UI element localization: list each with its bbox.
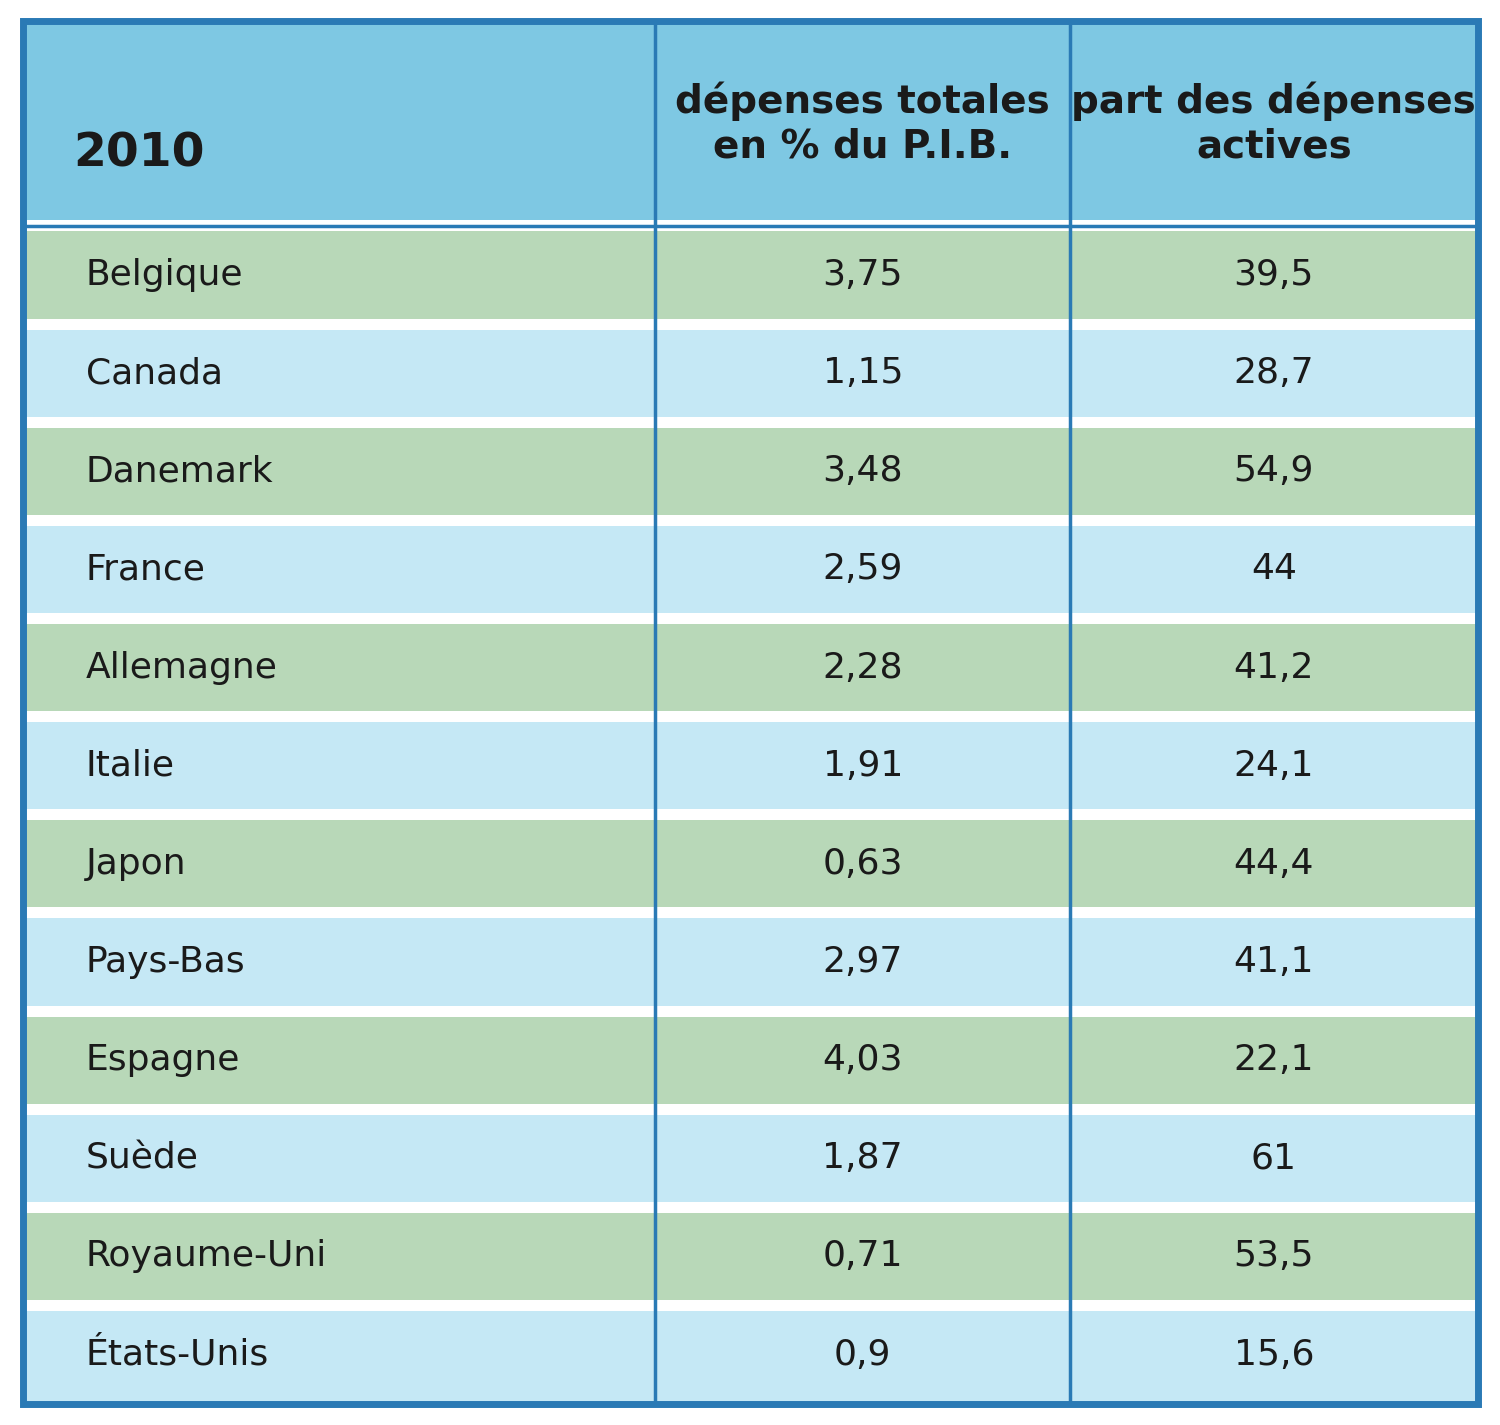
Bar — [656, 815, 1070, 913]
Bar — [22, 1006, 1478, 1016]
Bar — [1070, 618, 1478, 717]
Bar — [22, 913, 656, 1012]
Bar — [22, 815, 656, 913]
Text: 4,03: 4,03 — [822, 1043, 903, 1077]
Bar — [22, 1104, 1478, 1114]
Text: 41,2: 41,2 — [1233, 651, 1314, 684]
Bar — [1070, 717, 1478, 815]
Text: 39,5: 39,5 — [1233, 258, 1314, 292]
Text: 15,6: 15,6 — [1233, 1338, 1314, 1371]
Text: 53,5: 53,5 — [1233, 1240, 1314, 1274]
Bar — [22, 908, 1478, 919]
Text: 44,4: 44,4 — [1233, 846, 1314, 881]
Text: 1,15: 1,15 — [822, 356, 903, 390]
Bar — [22, 520, 656, 618]
Text: 54,9: 54,9 — [1233, 455, 1314, 489]
Bar — [1070, 1012, 1478, 1109]
Bar — [1070, 323, 1478, 422]
Text: 1,87: 1,87 — [822, 1141, 903, 1176]
Text: 44: 44 — [1251, 553, 1298, 587]
Text: 2,28: 2,28 — [822, 651, 903, 684]
Bar — [22, 809, 1478, 821]
Bar — [656, 1109, 1070, 1207]
Bar — [656, 323, 1070, 422]
Text: Canada: Canada — [86, 356, 224, 390]
Text: dépenses totales
en % du P.I.B.: dépenses totales en % du P.I.B. — [675, 81, 1050, 165]
Text: 22,1: 22,1 — [1233, 1043, 1314, 1077]
Text: 28,7: 28,7 — [1233, 356, 1314, 390]
Bar — [22, 514, 1478, 526]
Text: 2010: 2010 — [74, 133, 204, 177]
Bar — [22, 221, 1478, 231]
Bar — [22, 618, 656, 717]
Bar — [1070, 422, 1478, 520]
Bar — [22, 319, 1478, 329]
Text: Italie: Italie — [86, 748, 176, 782]
Text: Danemark: Danemark — [86, 455, 273, 489]
Bar — [1070, 1109, 1478, 1207]
Bar — [656, 913, 1070, 1012]
Bar — [656, 1012, 1070, 1109]
Bar — [22, 422, 656, 520]
Text: France: France — [86, 553, 206, 587]
Text: Belgique: Belgique — [86, 258, 243, 292]
Text: 24,1: 24,1 — [1233, 748, 1314, 782]
Text: Pays-Bas: Pays-Bas — [86, 945, 246, 979]
Bar — [22, 1109, 656, 1207]
Text: Suède: Suède — [86, 1141, 198, 1176]
Text: 3,48: 3,48 — [822, 455, 903, 489]
Text: part des dépenses
actives: part des dépenses actives — [1071, 81, 1476, 165]
Bar — [22, 323, 656, 422]
Bar — [22, 21, 1478, 227]
Text: 0,71: 0,71 — [822, 1240, 903, 1274]
Text: 2,59: 2,59 — [822, 553, 903, 587]
Bar — [1070, 815, 1478, 913]
Text: Espagne: Espagne — [86, 1043, 240, 1077]
Text: 1,91: 1,91 — [822, 748, 903, 782]
Text: 3,75: 3,75 — [822, 258, 903, 292]
Text: 0,63: 0,63 — [822, 846, 903, 881]
Bar — [22, 227, 656, 323]
Bar — [22, 1201, 1478, 1213]
Bar — [656, 422, 1070, 520]
Bar — [22, 1207, 656, 1305]
Bar — [656, 1207, 1070, 1305]
Bar — [656, 618, 1070, 717]
Bar — [656, 717, 1070, 815]
Bar — [22, 1305, 656, 1404]
Bar — [22, 1012, 656, 1109]
Bar — [656, 1305, 1070, 1404]
Text: 0,9: 0,9 — [834, 1338, 891, 1371]
Text: 2,97: 2,97 — [822, 945, 903, 979]
Bar — [22, 711, 1478, 722]
Bar — [1070, 520, 1478, 618]
Text: Japon: Japon — [86, 846, 186, 881]
Text: 61: 61 — [1251, 1141, 1298, 1176]
Bar — [1070, 913, 1478, 1012]
Bar — [656, 227, 1070, 323]
Text: Royaume-Uni: Royaume-Uni — [86, 1240, 327, 1274]
Text: États-Unis: États-Unis — [86, 1338, 268, 1371]
Text: Allemagne: Allemagne — [86, 651, 278, 684]
Bar — [656, 520, 1070, 618]
Bar — [1070, 1207, 1478, 1305]
Bar — [1070, 227, 1478, 323]
Bar — [22, 613, 1478, 624]
Bar — [22, 1300, 1478, 1311]
Bar — [22, 717, 656, 815]
Text: 41,1: 41,1 — [1233, 945, 1314, 979]
Bar — [1070, 1305, 1478, 1404]
Bar — [22, 416, 1478, 428]
